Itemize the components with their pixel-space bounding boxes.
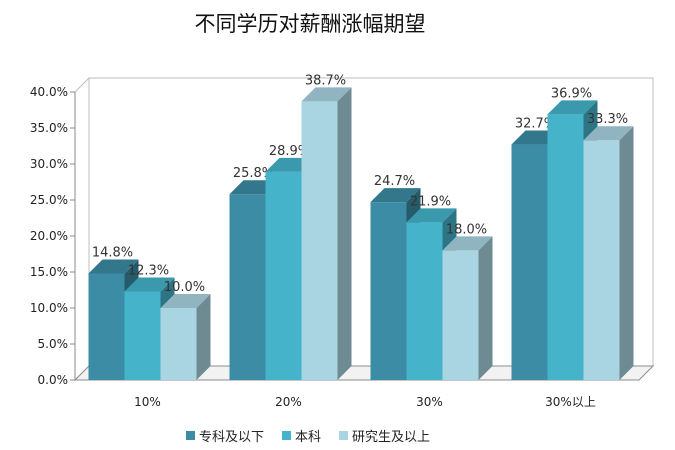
bar-side [337, 87, 352, 381]
bar-top [406, 208, 457, 223]
y-tick-label: 35.0% [30, 121, 68, 135]
data-label: 24.7% [374, 174, 415, 189]
bar-top [124, 277, 175, 292]
bar [406, 222, 443, 380]
bar-side [619, 126, 634, 381]
chart-title: 不同学历对薪酬涨幅期望 [194, 12, 426, 36]
legend-label-bachelor: 本科 [295, 430, 322, 445]
legend: 专科及以下 本科 研究生及以上 [186, 426, 430, 445]
data-label: 32.7% [515, 117, 556, 132]
bar [160, 308, 197, 380]
bar [301, 101, 338, 381]
y-tick-label: 40.0% [30, 85, 68, 99]
bar-top [301, 87, 352, 102]
y-tick-label: 15.0% [30, 265, 68, 279]
data-label: 21.9% [410, 194, 451, 209]
legend-item-bachelor: 本科 [282, 426, 321, 445]
legend-swatch-graduate [339, 431, 349, 440]
data-label: 36.9% [551, 86, 592, 101]
data-label: 33.3% [587, 112, 628, 127]
data-label: 18.0% [446, 222, 487, 237]
legend-label-graduate: 研究生及以上 [352, 430, 431, 445]
bar [265, 171, 302, 380]
side-wall [74, 76, 90, 382]
legend-item-graduate: 研究生及以上 [339, 426, 430, 445]
legend-swatch-bachelor [282, 431, 292, 440]
bar-top [442, 236, 493, 251]
bar [124, 291, 161, 380]
bar-top [583, 126, 634, 141]
bar [547, 114, 584, 380]
data-label: 38.7% [305, 73, 346, 88]
y-tick-label: 10.0% [30, 301, 68, 315]
bar [229, 194, 266, 380]
bar-top [370, 188, 421, 203]
legend-swatch-associate [186, 431, 195, 440]
bar-side [196, 294, 211, 380]
x-tick-label: 30% [416, 395, 443, 409]
y-tick-label: 0.0% [38, 373, 69, 387]
bar [442, 250, 479, 380]
legend-label-associate: 专科及以下 [199, 430, 265, 445]
bar-top [88, 259, 139, 274]
x-tick-label: 20% [275, 395, 302, 409]
bar-top [547, 100, 598, 115]
bar [583, 140, 620, 380]
bar [88, 273, 125, 380]
x-tick-label: 10% [134, 395, 161, 409]
bar [511, 144, 548, 380]
data-label: 25.8% [233, 166, 274, 181]
x-tick-label: 30%以上 [545, 395, 596, 409]
bar-top [160, 294, 211, 308]
bar [370, 202, 407, 380]
y-tick-label: 5.0% [38, 337, 69, 351]
y-tick-label: 25.0% [30, 193, 68, 207]
data-label: 12.3% [128, 263, 169, 278]
data-label: 10.0% [164, 280, 205, 295]
data-label: 28.9% [269, 144, 310, 159]
y-tick-label: 30.0% [30, 157, 68, 171]
bar-side [478, 236, 493, 380]
y-tick-label: 20.0% [30, 229, 68, 243]
data-label: 14.8% [92, 245, 133, 260]
legend-item-associate: 专科及以下 [186, 426, 264, 445]
